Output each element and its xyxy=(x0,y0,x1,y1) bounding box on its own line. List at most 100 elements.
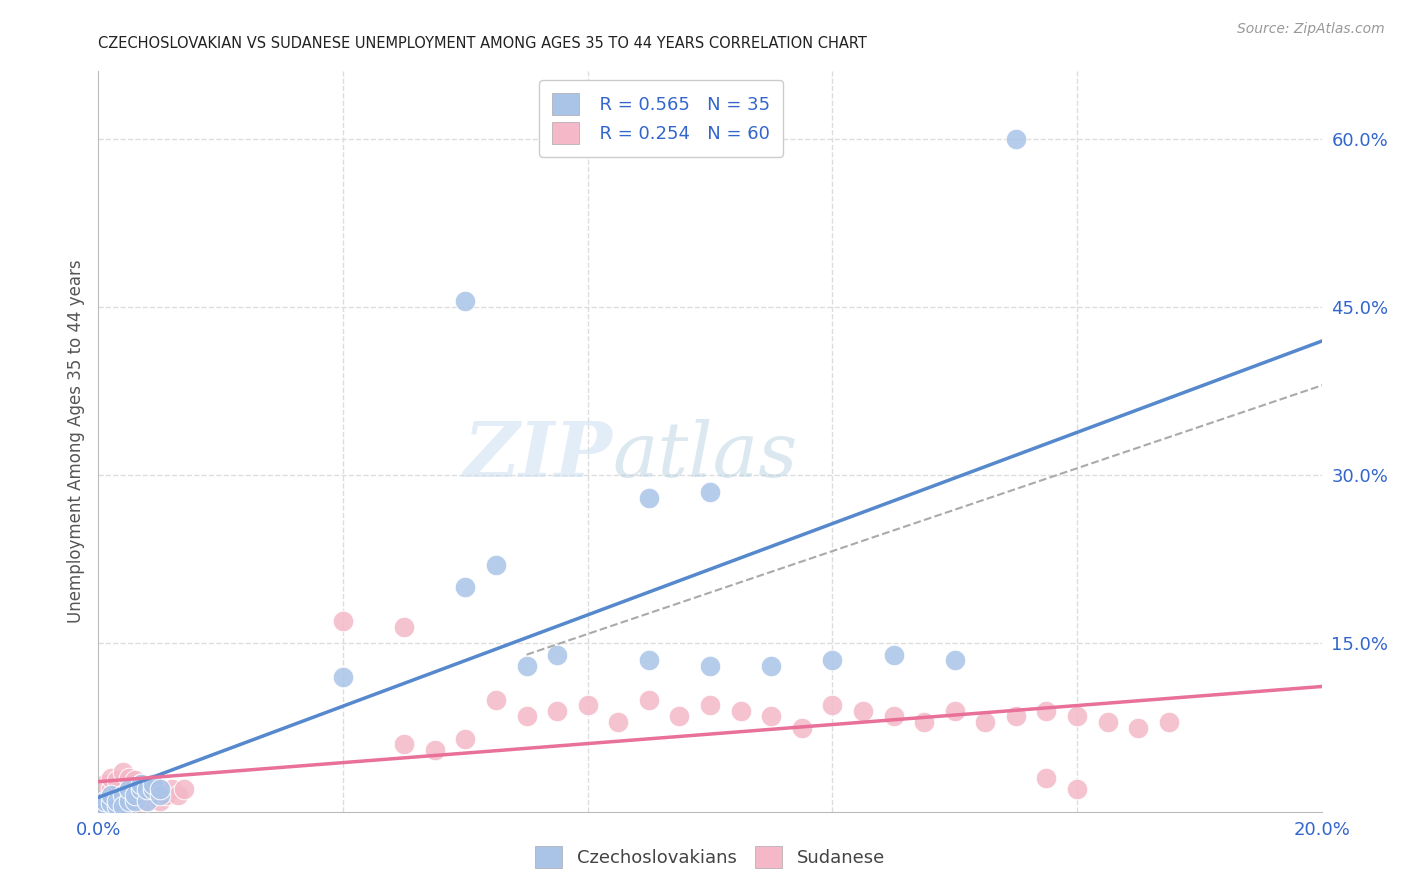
Point xyxy=(149,788,172,802)
Point xyxy=(136,793,159,807)
Point xyxy=(160,782,183,797)
Point xyxy=(546,648,568,662)
Point xyxy=(1035,704,1057,718)
Point xyxy=(149,782,172,797)
Point xyxy=(1035,771,1057,785)
Point xyxy=(943,704,966,718)
Legend: Czechoslovakians, Sudanese: Czechoslovakians, Sudanese xyxy=(526,837,894,877)
Point xyxy=(100,788,122,802)
Text: CZECHOSLOVAKIAN VS SUDANESE UNEMPLOYMENT AMONG AGES 35 TO 44 YEARS CORRELATION C: CZECHOSLOVAKIAN VS SUDANESE UNEMPLOYMENT… xyxy=(98,36,868,51)
Point xyxy=(93,799,115,814)
Point xyxy=(124,784,146,798)
Point xyxy=(111,765,134,780)
Point xyxy=(883,709,905,723)
Point xyxy=(100,793,122,807)
Point xyxy=(699,659,721,673)
Point xyxy=(332,670,354,684)
Point xyxy=(332,614,354,628)
Point xyxy=(759,659,782,673)
Point xyxy=(576,698,599,713)
Point xyxy=(100,782,122,797)
Point xyxy=(1004,709,1026,723)
Point xyxy=(546,704,568,718)
Point xyxy=(129,777,152,791)
Point xyxy=(93,788,115,802)
Point xyxy=(136,782,159,797)
Point xyxy=(912,714,935,729)
Point xyxy=(149,793,172,807)
Point xyxy=(607,714,630,729)
Point xyxy=(118,782,141,797)
Point xyxy=(111,799,134,814)
Point xyxy=(136,782,159,797)
Point xyxy=(93,793,115,807)
Point xyxy=(1066,782,1088,797)
Point xyxy=(485,558,508,572)
Point xyxy=(485,692,508,706)
Point xyxy=(1157,714,1180,729)
Point xyxy=(516,659,538,673)
Y-axis label: Unemployment Among Ages 35 to 44 years: Unemployment Among Ages 35 to 44 years xyxy=(66,260,84,624)
Point xyxy=(124,788,146,802)
Point xyxy=(821,698,844,713)
Point xyxy=(93,777,115,791)
Point xyxy=(129,777,152,791)
Point xyxy=(155,788,177,802)
Point xyxy=(821,653,844,667)
Point xyxy=(129,782,152,797)
Point xyxy=(454,731,477,746)
Point xyxy=(105,796,128,810)
Text: Source: ZipAtlas.com: Source: ZipAtlas.com xyxy=(1237,22,1385,37)
Point xyxy=(516,709,538,723)
Point xyxy=(883,648,905,662)
Text: ZIP: ZIP xyxy=(464,419,612,493)
Point xyxy=(974,714,997,729)
Point xyxy=(118,782,141,797)
Point xyxy=(730,704,752,718)
Point xyxy=(93,799,115,814)
Point xyxy=(392,738,416,752)
Point xyxy=(124,773,146,788)
Point xyxy=(105,799,128,814)
Point xyxy=(105,793,128,807)
Point xyxy=(129,788,152,802)
Point xyxy=(790,721,813,735)
Point xyxy=(100,771,122,785)
Point xyxy=(1097,714,1119,729)
Point xyxy=(111,788,134,802)
Point xyxy=(149,782,172,797)
Point xyxy=(637,653,661,667)
Point xyxy=(111,799,134,814)
Point xyxy=(852,704,875,718)
Point xyxy=(118,771,141,785)
Point xyxy=(699,485,721,500)
Point xyxy=(668,709,690,723)
Point xyxy=(759,709,782,723)
Point xyxy=(1066,709,1088,723)
Point xyxy=(142,777,165,791)
Point xyxy=(943,653,966,667)
Point xyxy=(423,743,446,757)
Point xyxy=(637,692,661,706)
Point xyxy=(142,782,165,797)
Point xyxy=(173,782,195,797)
Point xyxy=(142,777,165,791)
Point xyxy=(699,698,721,713)
Point xyxy=(454,580,477,594)
Point xyxy=(167,788,190,802)
Point xyxy=(100,796,122,810)
Text: atlas: atlas xyxy=(612,419,797,493)
Point xyxy=(392,619,416,633)
Point xyxy=(637,491,661,505)
Point xyxy=(111,788,134,802)
Point xyxy=(136,793,159,807)
Point xyxy=(118,793,141,807)
Point xyxy=(142,788,165,802)
Point xyxy=(454,294,477,309)
Point xyxy=(118,793,141,807)
Point xyxy=(105,773,128,788)
Point xyxy=(105,784,128,798)
Point xyxy=(124,793,146,807)
Point xyxy=(1128,721,1150,735)
Point xyxy=(1004,131,1026,145)
